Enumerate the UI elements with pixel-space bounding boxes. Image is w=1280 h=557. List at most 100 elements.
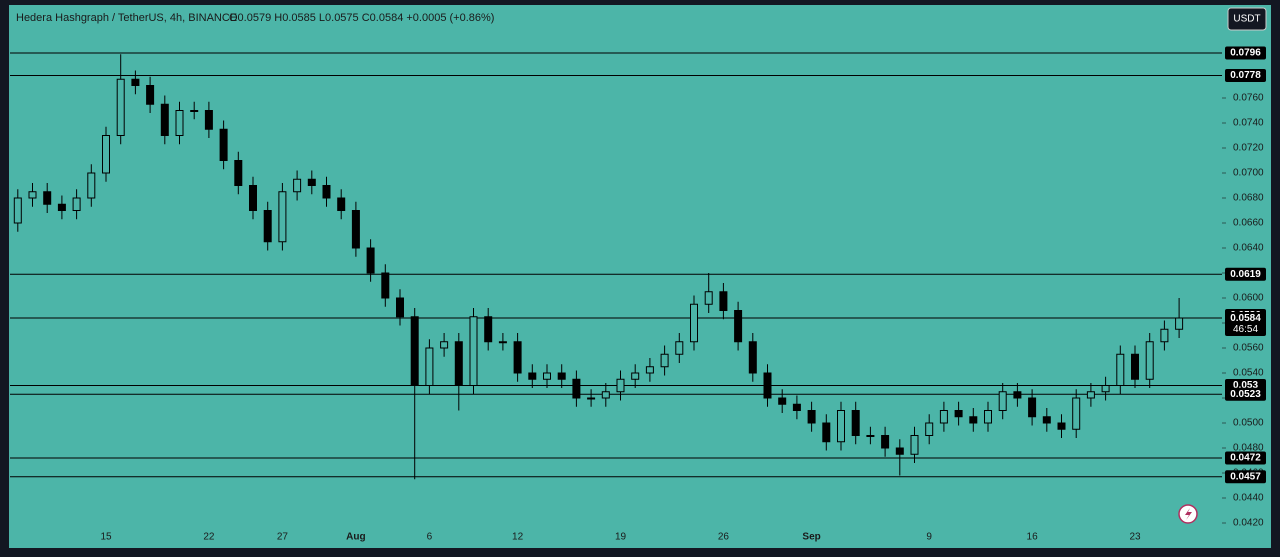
candle-body — [307, 178, 316, 186]
candle-body — [792, 403, 801, 411]
candle-body — [543, 372, 551, 380]
candle-body — [778, 397, 787, 405]
currency-button-label[interactable]: USDT — [1233, 14, 1260, 25]
y-tick-label: 0.0440 — [1233, 493, 1264, 504]
candle-body — [690, 303, 698, 343]
candle-body — [572, 378, 581, 399]
candle-body — [969, 416, 978, 424]
chart-title: Hedera Hashgraph / TetherUS, 4h, BINANCE — [16, 12, 237, 24]
level-label: 0.0778 — [1230, 70, 1261, 81]
countdown-label: 46:54 — [1233, 324, 1258, 335]
candle-body — [557, 372, 566, 380]
candle-body — [469, 316, 478, 386]
candle-body — [1131, 353, 1139, 380]
candle-body — [28, 191, 37, 199]
candle-body — [278, 191, 287, 243]
candle-body — [293, 178, 302, 193]
candle-body — [498, 341, 507, 344]
y-tick-label: 0.0740 — [1233, 118, 1264, 129]
candle-body — [1116, 353, 1125, 386]
y-tick-label: 0.0540 — [1233, 368, 1264, 379]
candle-body — [631, 372, 640, 380]
level-box — [1225, 451, 1266, 465]
level-label: 0.0619 — [1230, 269, 1261, 280]
candle-body — [131, 78, 140, 86]
candle-body — [160, 103, 169, 136]
x-tick-label: 12 — [512, 532, 524, 543]
currency-button-box[interactable] — [1227, 7, 1267, 31]
candle-body — [425, 347, 434, 386]
chart-background — [9, 5, 1271, 548]
y-tick-label: 0.0480 — [1233, 443, 1264, 454]
level-label: 0.053 — [1233, 380, 1258, 391]
x-tick-label: Sep — [802, 532, 820, 543]
candle-body — [601, 391, 610, 399]
candle-body — [366, 247, 375, 274]
ohlc-readout: O0.0579 H0.0585 L0.0575 C0.0584 +0.0005 … — [229, 12, 494, 24]
lightning-icon[interactable] — [1178, 504, 1198, 524]
candle-body — [939, 410, 948, 424]
candle-body — [719, 291, 728, 311]
candle-body — [748, 341, 757, 374]
candle-body — [146, 85, 155, 105]
candle-body — [925, 422, 934, 436]
candle-body — [190, 110, 199, 112]
candle-body — [807, 410, 816, 424]
candle-body — [513, 341, 522, 374]
candle-body — [587, 397, 596, 400]
candle-body — [1145, 341, 1154, 380]
candle-body — [175, 110, 184, 136]
candle-body — [219, 128, 228, 161]
candle-body — [1013, 391, 1022, 399]
candle-body — [454, 341, 463, 386]
candle-body — [440, 341, 449, 349]
currency-button[interactable]: USDT — [1227, 7, 1267, 31]
candle-body — [87, 172, 96, 199]
candle-body — [734, 310, 743, 343]
candle-body — [322, 185, 331, 199]
candle-body — [484, 316, 493, 343]
candle-body — [895, 447, 904, 455]
candle-body — [1160, 328, 1169, 343]
candle-body — [102, 135, 110, 174]
candle-body — [337, 197, 346, 211]
candle-body — [866, 435, 875, 437]
x-tick-label: 23 — [1129, 532, 1141, 543]
last-price-label: 0.0584 — [1230, 313, 1261, 324]
level-label: 0.0457 — [1230, 471, 1261, 482]
x-tick-label: 15 — [100, 532, 112, 543]
y-tick-label: 0.0560 — [1233, 343, 1264, 354]
candle-body — [704, 291, 713, 305]
icon-bolt[interactable] — [1185, 508, 1192, 520]
candle-body — [263, 210, 272, 243]
candle-body — [381, 272, 390, 299]
level-box — [1225, 387, 1266, 401]
candle-body — [234, 160, 243, 186]
candle-body — [822, 422, 831, 443]
candle-body — [204, 110, 213, 130]
candle-body — [43, 191, 52, 205]
candle-body — [851, 410, 860, 436]
candle-body — [645, 366, 654, 374]
x-tick-label: 6 — [427, 532, 433, 543]
y-tick-label: 0.0420 — [1233, 518, 1264, 529]
candle-body — [249, 185, 257, 211]
x-tick-label: 16 — [1027, 532, 1039, 543]
level-box — [1225, 46, 1266, 60]
y-tick-label: 0.0680 — [1233, 193, 1264, 204]
candles — [13, 54, 1184, 480]
candle-body — [528, 372, 537, 380]
candle-body — [660, 353, 669, 368]
candle-body — [910, 435, 919, 455]
candle-body — [1175, 317, 1184, 330]
level-label: 0.0796 — [1230, 48, 1261, 59]
candle-body — [1057, 422, 1066, 430]
candle-body — [954, 410, 963, 418]
candle-body — [837, 410, 845, 443]
candle-body — [1101, 385, 1110, 393]
last-price-box — [1225, 312, 1266, 336]
x-tick-label: 26 — [718, 532, 730, 543]
x-tick-label: 22 — [203, 532, 215, 543]
level-label: 0.0523 — [1230, 389, 1261, 400]
